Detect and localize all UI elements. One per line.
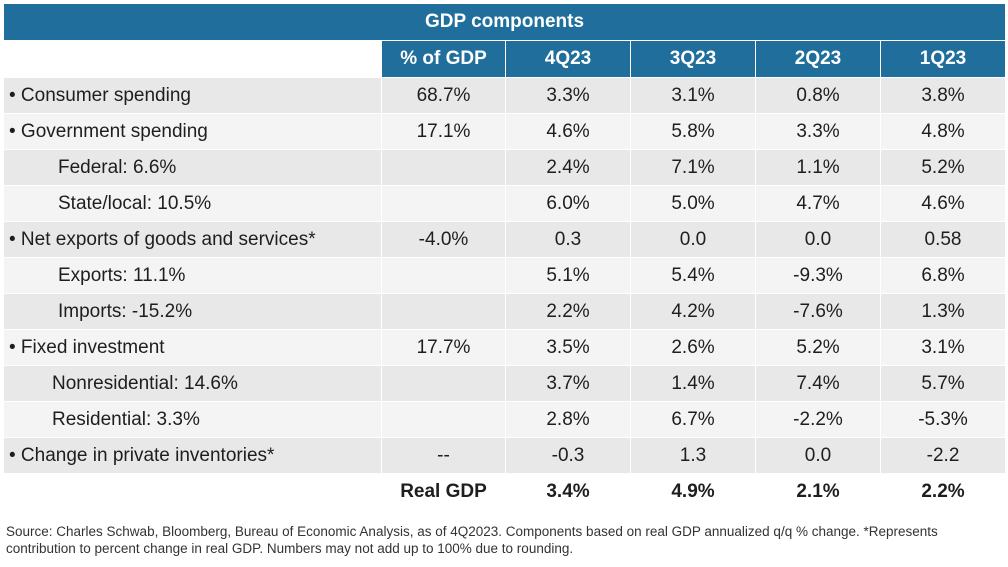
table-row: • Net exports of goods and services* -4.0… [3,221,1007,258]
row-label: Residential: 3.3% [3,401,382,438]
total-label: Real GDP [381,473,506,510]
table-cell: 2.8% [505,401,631,438]
table-title: GDP components [2,3,1007,41]
table-cell: 0.0 [630,221,756,258]
row-label: • Change in private inventories* [3,437,382,474]
table-cell: 4.7% [755,185,881,222]
table-cell: 1.3 [630,437,756,474]
table-row: State/local: 10.5% 6.0% 5.0% 4.7% 4.6% [3,185,1007,222]
table-cell: 2.6% [630,329,756,366]
table-cell [381,257,506,294]
table-cell: 4.8% [879,113,1007,150]
row-label: • Government spending [3,113,382,150]
table-row: Federal: 6.6% 2.4% 7.1% 1.1% 5.2% [3,149,1007,186]
table-cell: 3.3% [505,77,631,114]
table-cell: 0.0 [755,221,881,258]
table-row: Nonresidential: 14.6% 3.7% 1.4% 7.4% 5.7% [3,365,1007,402]
table-cell: 3.3% [755,113,881,150]
row-label: • Consumer spending [3,77,382,114]
table-cell: 6.7% [630,401,756,438]
table-cell: 7.4% [755,365,881,402]
row-label: • Fixed investment [3,329,382,366]
table-cell [381,365,506,402]
table-cell: 68.7% [381,77,506,114]
table-cell: 1.1% [755,149,881,186]
table-row: • Change in private inventories* -- -0.3 1.… [3,437,1007,474]
table-cell: 5.1% [505,257,631,294]
header-cell-1q23: 1Q23 [879,40,1007,78]
table-cell: 0.58 [879,221,1007,258]
row-label: Nonresidential: 14.6% [3,365,382,402]
table-cell: 3.8% [879,77,1007,114]
gdp-components-table: GDP components % of GDP 4Q23 3Q23 2Q23 1… [2,3,1007,510]
table-row: • Consumer spending 68.7% 3.3% 3.1% 0.8% 3.8% [3,77,1007,114]
header-cell-pct-gdp: % of GDP [381,40,506,78]
table-title-row: GDP components [2,3,1007,41]
table-cell: 3.7% [505,365,631,402]
table-cell: 6.8% [879,257,1007,294]
total-cell: 3.4% [505,473,631,510]
table-cell: -2.2% [755,401,881,438]
table-cell: 7.1% [630,149,756,186]
table-cell [381,401,506,438]
table-cell: -7.6% [755,293,881,330]
header-cell-3q23: 3Q23 [630,40,756,78]
row-label: Imports: -15.2% [3,293,382,330]
table-cell: 0.8% [755,77,881,114]
table-cell: 4.2% [630,293,756,330]
column-header-row: % of GDP 4Q23 3Q23 2Q23 1Q23 [3,40,1007,78]
table-cell: 3.1% [879,329,1007,366]
total-cell: 2.2% [879,473,1007,510]
header-cell-4q23: 4Q23 [505,40,631,78]
table-cell: 4.6% [505,113,631,150]
table-cell: 5.4% [630,257,756,294]
table-cell: 17.1% [381,113,506,150]
table-cell: 5.2% [879,149,1007,186]
total-row-blank [3,473,382,510]
table-cell: 2.2% [505,293,631,330]
table-cell: 5.2% [755,329,881,366]
table-cell: -- [381,437,506,474]
table-cell: 1.3% [879,293,1007,330]
table-cell: 5.0% [630,185,756,222]
table-cell: 3.5% [505,329,631,366]
gdp-table-container: GDP components % of GDP 4Q23 3Q23 2Q23 1… [2,3,1007,510]
table-cell: -5.3% [879,401,1007,438]
table-cell: 1.4% [630,365,756,402]
row-label: State/local: 10.5% [3,185,382,222]
total-row: Real GDP 3.4% 4.9% 2.1% 2.2% [3,473,1007,510]
table-cell: 5.7% [879,365,1007,402]
table-cell: -0.3 [505,437,631,474]
total-cell: 2.1% [755,473,881,510]
table-cell: 0.3 [505,221,631,258]
table-row: Residential: 3.3% 2.8% 6.7% -2.2% -5.3% [3,401,1007,438]
table-row: • Government spending 17.1% 4.6% 5.8% 3.3% 4.… [3,113,1007,150]
row-label: Federal: 6.6% [3,149,382,186]
table-cell [381,293,506,330]
table-cell: -9.3% [755,257,881,294]
row-label: Exports: 11.1% [3,257,382,294]
table-body: • Consumer spending 68.7% 3.3% 3.1% 0.8% 3.8%… [3,77,1007,510]
table-cell: 0.0 [755,437,881,474]
table-cell: 6.0% [505,185,631,222]
table-row: • Fixed investment 17.7% 3.5% 2.6% 5.2% 3.1% [3,329,1007,366]
table-row: Imports: -15.2% 2.2% 4.2% -7.6% 1.3% [3,293,1007,330]
table-cell: 2.4% [505,149,631,186]
table-cell [381,185,506,222]
row-label: • Net exports of goods and services* [3,221,382,258]
table-cell: 17.7% [381,329,506,366]
header-cell-2q23: 2Q23 [755,40,881,78]
table-cell: 3.1% [630,77,756,114]
table-cell: 4.6% [879,185,1007,222]
table-cell [381,149,506,186]
header-cell-blank [3,40,382,78]
table-cell: -2.2 [879,437,1007,474]
table-cell: -4.0% [381,221,506,258]
source-footnote: Source: Charles Schwab, Bloomberg, Burea… [6,524,938,556]
table-row: Exports: 11.1% 5.1% 5.4% -9.3% 6.8% [3,257,1007,294]
table-cell: 5.8% [630,113,756,150]
total-cell: 4.9% [630,473,756,510]
